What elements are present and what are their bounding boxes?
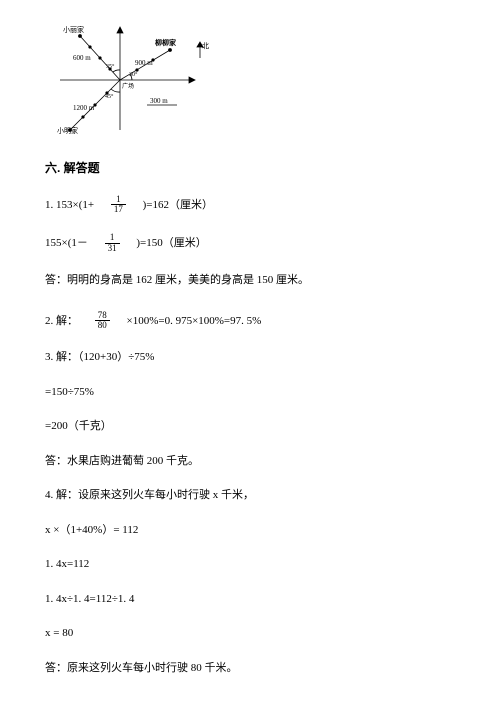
diagram-north: 北 — [202, 42, 209, 50]
q2-prefix: 2. 解： — [45, 314, 78, 326]
q1-expr2-b: )=150（厘米） — [136, 237, 206, 249]
q1-expr1-b: )=162（厘米） — [143, 198, 213, 210]
q1-frac2: 1 31 — [105, 233, 120, 254]
direction-diagram: 小丽家 600 m 柳柳家 900 m 35° 30° 45° 广场 300 m… — [55, 20, 455, 141]
q3-l4: 答：水果店购进葡萄 200 千克。 — [45, 453, 455, 470]
q1-expr1: 1. 153×(1+ 1 17 )=162（厘米） — [45, 195, 455, 216]
q4-l6: 答：原来这列火车每小时行驶 80 千米。 — [45, 660, 455, 677]
diagram-angle-right: 30° — [129, 71, 138, 78]
q1-expr1-a: 1. 153×(1+ — [45, 198, 94, 210]
q4-l2: x ×（1+40%）= 112 — [45, 522, 455, 539]
diagram-angle-upper: 35° — [106, 63, 115, 70]
diagram-dist-bl: 1200 m — [73, 104, 95, 112]
q2-frac: 78 80 — [95, 311, 110, 332]
diagram-center: 广场 — [122, 82, 134, 90]
frac-den: 17 — [111, 205, 126, 215]
section-title: 六. 解答题 — [45, 159, 455, 177]
q4-l4: 1. 4x÷1. 4=112÷1. 4 — [45, 591, 455, 608]
q2-suffix: ×100%=0. 975×100%=97. 5% — [127, 314, 262, 326]
diagram-dist-lr: 300 m — [150, 97, 168, 105]
frac-den: 80 — [95, 321, 110, 331]
q3-l3: =200（千克） — [45, 418, 455, 435]
q3-l2: =150÷75% — [45, 384, 455, 401]
q1-answer: 答：明明的身高是 162 厘米，美美的身高是 150 厘米。 — [45, 272, 455, 289]
diagram-angle-lower: 45° — [105, 93, 114, 100]
diagram-dist-r: 900 m — [135, 59, 153, 67]
q2-line: 2. 解： 78 80 ×100%=0. 975×100%=97. 5% — [45, 311, 455, 332]
diagram-label-right: 柳柳家 — [155, 38, 177, 47]
q4-l5: x = 80 — [45, 625, 455, 642]
q4-l3: 1. 4x=112 — [45, 556, 455, 573]
q4-l1: 4. 解：设原来这列火车每小时行驶 x 千米， — [45, 487, 455, 504]
q1-expr2-a: 155×(1－ — [45, 237, 88, 249]
diagram-label-bl: 小明家 — [57, 126, 78, 135]
q3-l1: 3. 解：（120+30）÷75% — [45, 349, 455, 366]
q1-frac1: 1 17 — [111, 195, 126, 216]
diagram-label-topleft: 小丽家 — [63, 25, 84, 34]
frac-den: 31 — [105, 244, 120, 254]
q1-expr2: 155×(1－ 1 31 )=150（厘米） — [45, 233, 455, 254]
diagram-dist-tl: 600 m — [73, 54, 91, 62]
